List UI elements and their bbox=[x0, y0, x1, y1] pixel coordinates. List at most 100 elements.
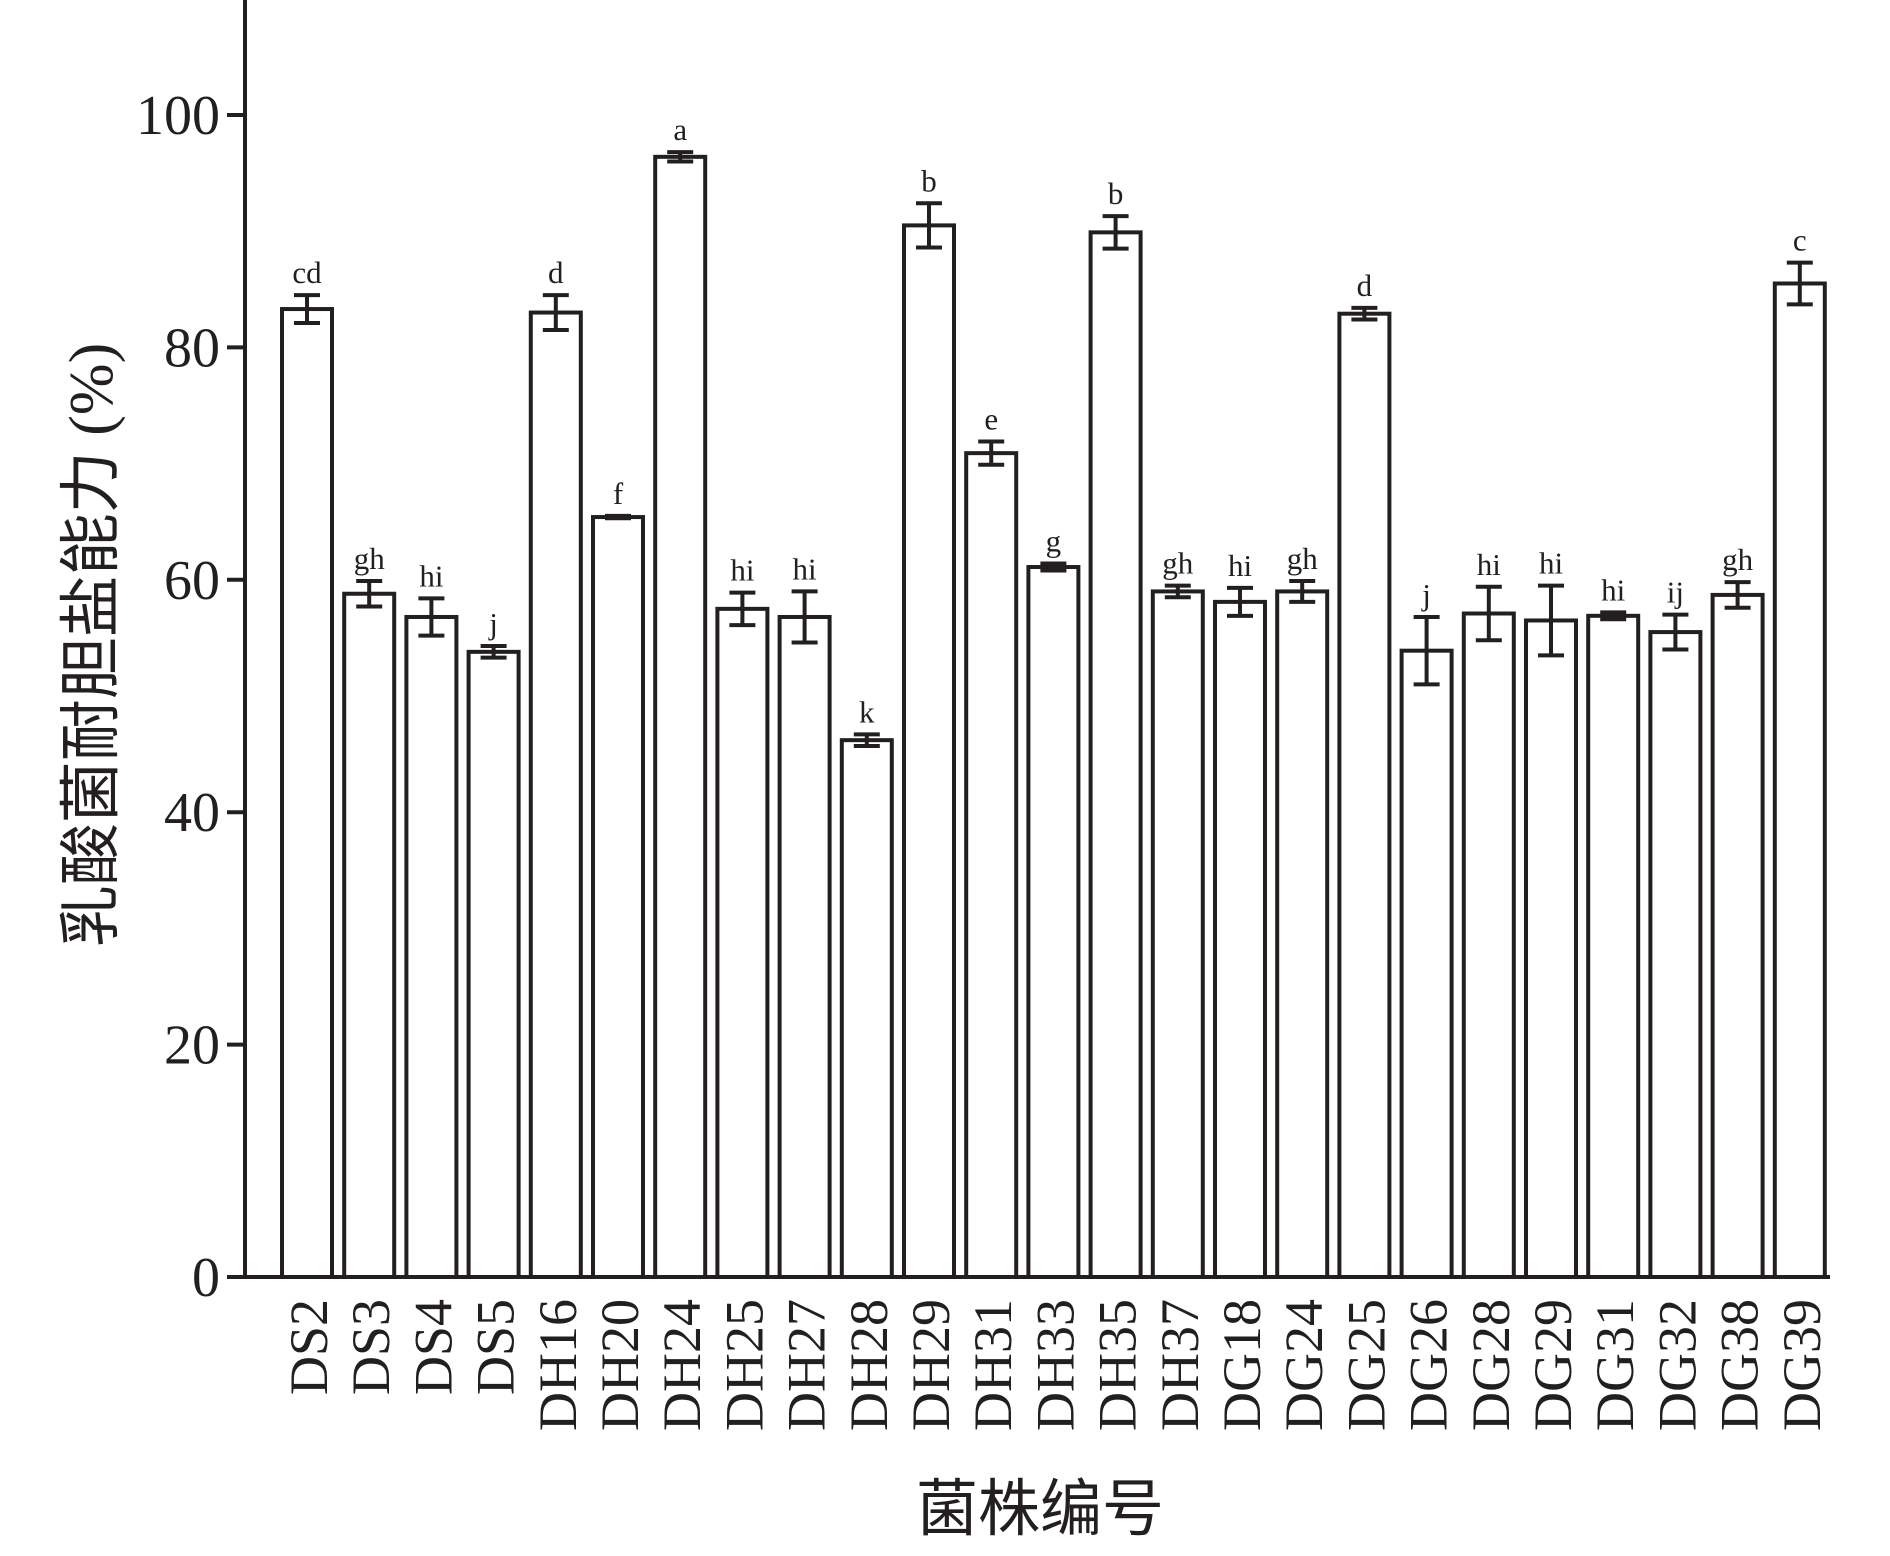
error-bar bbox=[1289, 578, 1316, 604]
significance-label: b bbox=[1108, 176, 1124, 211]
error-bar bbox=[1475, 584, 1502, 643]
x-axis-title: 菌株编号 bbox=[916, 1476, 1164, 1544]
bar bbox=[404, 614, 459, 1279]
y-tick-label: 20 bbox=[164, 1015, 220, 1077]
bar bbox=[1088, 230, 1143, 1279]
x-category-label: DH24 bbox=[652, 1299, 712, 1431]
y-tick-label: 40 bbox=[164, 782, 220, 844]
x-category-label: DH33 bbox=[1025, 1299, 1085, 1431]
x-category-label: DH29 bbox=[901, 1299, 961, 1431]
x-category-label: DG31 bbox=[1585, 1299, 1645, 1431]
x-category-label: DS5 bbox=[466, 1299, 526, 1395]
x-category-label: DG24 bbox=[1274, 1299, 1334, 1431]
error-bar bbox=[1786, 260, 1813, 307]
significance-label: hi bbox=[793, 551, 818, 586]
y-tick-label: 60 bbox=[164, 550, 220, 612]
error-bar bbox=[1662, 612, 1689, 652]
x-category-label: DH35 bbox=[1088, 1299, 1148, 1431]
significance-label: c bbox=[1793, 223, 1807, 258]
error-bar bbox=[480, 644, 507, 660]
y-axis-title: 乳酸菌耐胆盐能力 (%) bbox=[58, 343, 126, 947]
bar bbox=[466, 649, 521, 1279]
x-category-label: DG38 bbox=[1710, 1299, 1770, 1431]
x-category-label: DH20 bbox=[590, 1299, 650, 1431]
bar bbox=[1399, 648, 1454, 1279]
error-bar bbox=[1600, 610, 1627, 622]
significance-label: gh bbox=[354, 541, 386, 576]
x-category-label: DG18 bbox=[1212, 1299, 1272, 1431]
bar bbox=[1150, 589, 1205, 1279]
x-category-label: DH31 bbox=[963, 1299, 1023, 1431]
significance-label: gh bbox=[1287, 541, 1319, 576]
x-category-labels: DS2 DS3 DS4 DS5 DH16 DH20 DH24 DH25 DH27 DH28 DH29… bbox=[279, 1299, 1832, 1431]
bar bbox=[1213, 599, 1267, 1279]
bar bbox=[653, 154, 708, 1279]
x-category-label: DS2 bbox=[279, 1299, 339, 1395]
x-category-label: DH37 bbox=[1150, 1299, 1210, 1431]
significance-label: hi bbox=[1228, 548, 1253, 583]
x-category-label: DG28 bbox=[1461, 1299, 1521, 1431]
x-category-label: DS3 bbox=[341, 1299, 401, 1395]
significance-label: j bbox=[488, 606, 498, 641]
bar bbox=[1461, 611, 1516, 1279]
significance-label: e bbox=[984, 402, 998, 437]
bar bbox=[902, 223, 956, 1279]
bar bbox=[342, 591, 397, 1279]
x-category-label: DG26 bbox=[1399, 1299, 1459, 1431]
bars bbox=[280, 154, 1827, 1280]
bar bbox=[1275, 589, 1330, 1279]
error-bar bbox=[1040, 561, 1067, 573]
bar bbox=[1710, 592, 1765, 1279]
error-bar bbox=[418, 596, 445, 638]
significance-label: cd bbox=[292, 255, 322, 290]
error-bar bbox=[1351, 305, 1378, 322]
x-category-label: DG32 bbox=[1647, 1299, 1707, 1431]
bar bbox=[1772, 281, 1827, 1279]
significance-label: hi bbox=[730, 553, 755, 588]
bar bbox=[1337, 311, 1392, 1279]
significance-label: d bbox=[1357, 268, 1373, 303]
error-bar bbox=[605, 513, 631, 521]
error-bar bbox=[1413, 614, 1440, 687]
error-bar bbox=[729, 590, 756, 628]
error-bar bbox=[1538, 583, 1564, 658]
bar bbox=[528, 310, 583, 1280]
x-category-label: DG25 bbox=[1336, 1299, 1396, 1431]
significance-label: j bbox=[1421, 577, 1431, 612]
bar bbox=[1648, 630, 1703, 1279]
y-tick-label: 0 bbox=[192, 1247, 220, 1309]
error-bar bbox=[667, 150, 694, 164]
error-bar bbox=[791, 589, 818, 645]
x-category-label: DG29 bbox=[1523, 1299, 1583, 1431]
bar bbox=[591, 515, 645, 1279]
error-bar bbox=[1227, 585, 1253, 618]
bar bbox=[1026, 565, 1081, 1279]
significance-label: a bbox=[673, 112, 687, 147]
error-bar bbox=[1724, 580, 1751, 610]
significance-label: ij bbox=[1667, 575, 1684, 610]
significance-label: gh bbox=[1162, 546, 1194, 581]
bar bbox=[839, 738, 894, 1279]
error-bar bbox=[294, 293, 320, 325]
significance-label: hi bbox=[1477, 547, 1502, 582]
error-bar bbox=[356, 578, 383, 609]
bar bbox=[964, 451, 1019, 1279]
error-bar bbox=[853, 732, 880, 748]
significance-label: hi bbox=[1601, 572, 1626, 607]
y-tick-label: 80 bbox=[164, 317, 220, 379]
error-bar bbox=[916, 201, 942, 250]
error-bar bbox=[542, 293, 569, 332]
significance-label: b bbox=[921, 163, 937, 198]
bar bbox=[1524, 618, 1578, 1279]
x-category-label: DS4 bbox=[403, 1299, 463, 1395]
error-bar bbox=[1164, 583, 1191, 600]
significance-label: hi bbox=[1539, 546, 1564, 581]
significance-label: g bbox=[1046, 524, 1062, 559]
bar bbox=[280, 307, 334, 1279]
significance-label: gh bbox=[1722, 542, 1754, 577]
error-bar bbox=[978, 439, 1005, 467]
significance-label: d bbox=[548, 255, 564, 290]
x-category-label: DH16 bbox=[528, 1299, 588, 1431]
